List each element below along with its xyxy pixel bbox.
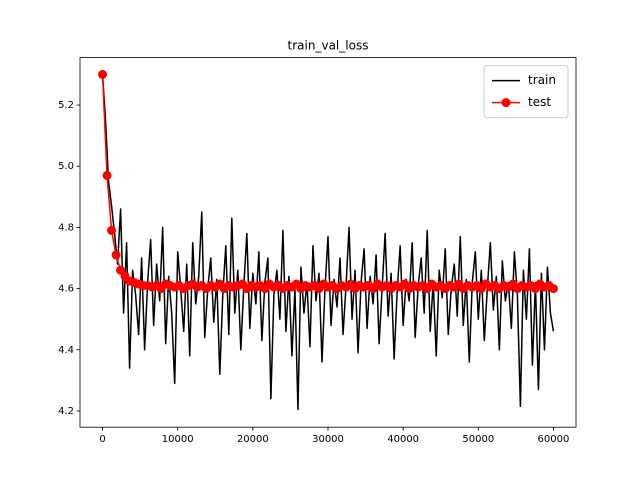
x-tick-label: 30000 [312,434,344,445]
x-tick-label: 40000 [387,434,419,445]
y-tick-label: 4.6 [58,284,74,295]
y-tick-label: 4.8 [58,222,74,233]
x-tick-label: 10000 [162,434,194,445]
point-marker [548,284,558,294]
x-tick-label: 50000 [462,434,494,445]
point-marker [98,69,108,79]
point-marker [102,170,112,180]
y-tick-label: 4.4 [58,345,74,356]
legend-label: test [528,95,551,109]
y-tick-label: 4.2 [58,406,74,417]
point-marker [107,225,117,235]
legend-label: train [528,73,556,87]
y-tick-label: 5.2 [58,100,74,111]
plot-area [98,69,558,411]
x-tick-label: 60000 [538,434,570,445]
plot-frame [79,57,577,428]
series-line [101,74,555,411]
chart-title: train_val_loss [288,39,369,53]
x-tick-label: 0 [99,434,105,445]
x-tick-label: 20000 [237,434,269,445]
legend-marker [501,98,511,108]
y-tick-label: 5.0 [58,161,74,172]
point-marker [111,250,121,260]
